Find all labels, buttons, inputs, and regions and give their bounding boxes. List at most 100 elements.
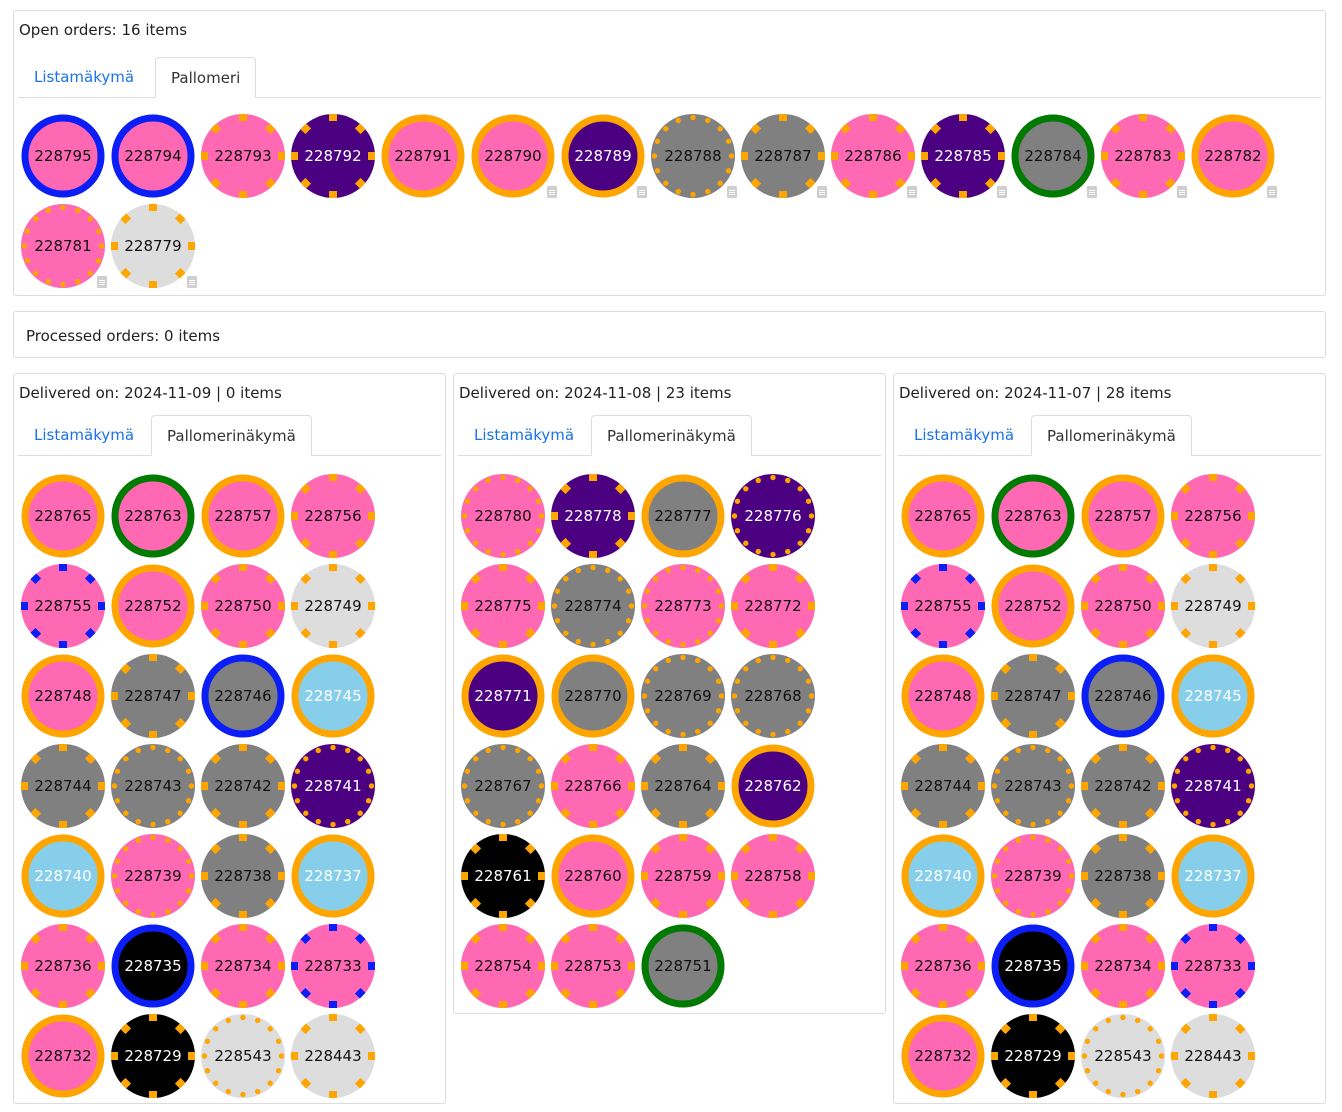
order-chip[interactable]: 228760 <box>551 834 635 918</box>
order-chip[interactable]: 228785 <box>921 114 1007 198</box>
order-chip[interactable]: 228743 <box>991 744 1075 828</box>
order-chip[interactable]: 228757 <box>201 474 285 558</box>
order-chip[interactable]: 228750 <box>201 564 285 648</box>
order-chip[interactable]: 228738 <box>1081 834 1165 918</box>
order-chip[interactable]: 228776 <box>731 474 815 558</box>
order-chip[interactable]: 228741 <box>291 744 375 828</box>
order-chip[interactable]: 228734 <box>1081 924 1165 1008</box>
order-chip[interactable]: 228736 <box>21 924 105 1008</box>
order-chip[interactable]: 228756 <box>291 474 375 558</box>
tab-ball-view[interactable]: Pallomerinäkymä <box>1031 415 1192 456</box>
order-chip[interactable]: 228741 <box>1171 744 1255 828</box>
order-chip[interactable]: 228782 <box>1191 114 1277 198</box>
order-chip[interactable]: 228743 <box>111 744 195 828</box>
order-chip[interactable]: 228754 <box>461 924 545 1008</box>
order-chip[interactable]: 228775 <box>461 564 545 648</box>
order-chip[interactable]: 228748 <box>901 654 985 738</box>
order-chip[interactable]: 228765 <box>901 474 985 558</box>
order-chip[interactable]: 228751 <box>641 924 725 1008</box>
order-chip[interactable]: 228735 <box>991 924 1075 1008</box>
order-chip[interactable]: 228756 <box>1171 474 1255 558</box>
tab-ball-view[interactable]: Pallomerinäkymä <box>151 415 312 456</box>
order-chip[interactable]: 228790 <box>471 114 557 198</box>
note-document-icon[interactable] <box>1087 186 1097 198</box>
note-document-icon[interactable] <box>1177 186 1187 198</box>
order-chip[interactable]: 228742 <box>1081 744 1165 828</box>
order-chip[interactable]: 228787 <box>741 114 827 198</box>
order-chip[interactable]: 228764 <box>641 744 725 828</box>
note-document-icon[interactable] <box>1267 186 1277 198</box>
order-chip[interactable]: 228761 <box>461 834 545 918</box>
order-chip[interactable]: 228744 <box>21 744 105 828</box>
order-chip[interactable]: 228768 <box>731 654 815 738</box>
order-chip[interactable]: 228742 <box>201 744 285 828</box>
order-chip[interactable]: 228789 <box>561 114 647 198</box>
order-chip[interactable]: 228773 <box>641 564 725 648</box>
order-chip[interactable]: 228752 <box>111 564 195 648</box>
order-chip[interactable]: 228733 <box>291 924 375 1008</box>
note-document-icon[interactable] <box>637 186 647 198</box>
order-chip[interactable]: 228443 <box>1171 1014 1255 1098</box>
order-chip[interactable]: 228779 <box>111 204 197 288</box>
order-chip[interactable]: 228755 <box>21 564 105 648</box>
order-chip[interactable]: 228763 <box>111 474 195 558</box>
order-chip[interactable]: 228762 <box>731 744 815 828</box>
order-chip[interactable]: 228443 <box>291 1014 375 1098</box>
order-chip[interactable]: 228729 <box>991 1014 1075 1098</box>
order-chip[interactable]: 228765 <box>21 474 105 558</box>
order-chip[interactable]: 228745 <box>291 654 375 738</box>
order-chip[interactable]: 228784 <box>1011 114 1097 198</box>
order-chip[interactable]: 228738 <box>201 834 285 918</box>
tab-ball-view[interactable]: Pallomeri <box>155 57 257 98</box>
order-chip[interactable]: 228739 <box>991 834 1075 918</box>
order-chip[interactable]: 228543 <box>201 1014 285 1098</box>
order-chip[interactable]: 228781 <box>21 204 107 288</box>
order-chip[interactable]: 228758 <box>731 834 815 918</box>
order-chip[interactable]: 228783 <box>1101 114 1187 198</box>
order-chip[interactable]: 228759 <box>641 834 725 918</box>
order-chip[interactable]: 228771 <box>461 654 545 738</box>
order-chip[interactable]: 228749 <box>291 564 375 648</box>
order-chip[interactable]: 228772 <box>731 564 815 648</box>
note-document-icon[interactable] <box>187 276 197 288</box>
order-chip[interactable]: 228732 <box>21 1014 105 1098</box>
note-document-icon[interactable] <box>997 186 1007 198</box>
tab-list-view[interactable]: Listamäkymä <box>34 426 135 444</box>
order-chip[interactable]: 228746 <box>1081 654 1165 738</box>
order-chip[interactable]: 228746 <box>201 654 285 738</box>
order-chip[interactable]: 228763 <box>991 474 1075 558</box>
tab-list-view[interactable]: Listamäkymä <box>34 68 135 86</box>
order-chip[interactable]: 228745 <box>1171 654 1255 738</box>
order-chip[interactable]: 228769 <box>641 654 725 738</box>
order-chip[interactable]: 228747 <box>991 654 1075 738</box>
order-chip[interactable]: 228793 <box>201 114 285 198</box>
order-chip[interactable]: 228753 <box>551 924 635 1008</box>
order-chip[interactable]: 228733 <box>1171 924 1255 1008</box>
order-chip[interactable]: 228737 <box>291 834 375 918</box>
order-chip[interactable]: 228755 <box>901 564 985 648</box>
order-chip[interactable]: 228739 <box>111 834 195 918</box>
order-chip[interactable]: 228732 <box>901 1014 985 1098</box>
order-chip[interactable]: 228786 <box>831 114 917 198</box>
order-chip[interactable]: 228780 <box>461 474 545 558</box>
order-chip[interactable]: 228740 <box>21 834 105 918</box>
note-document-icon[interactable] <box>817 186 827 198</box>
order-chip[interactable]: 228749 <box>1171 564 1255 648</box>
order-chip[interactable]: 228747 <box>111 654 195 738</box>
note-document-icon[interactable] <box>727 186 737 198</box>
order-chip[interactable]: 228774 <box>551 564 635 648</box>
order-chip[interactable]: 228794 <box>111 114 195 198</box>
note-document-icon[interactable] <box>907 186 917 198</box>
order-chip[interactable]: 228792 <box>291 114 375 198</box>
order-chip[interactable]: 228729 <box>111 1014 195 1098</box>
order-chip[interactable]: 228740 <box>901 834 985 918</box>
order-chip[interactable]: 228735 <box>111 924 195 1008</box>
order-chip[interactable]: 228748 <box>21 654 105 738</box>
tab-list-view[interactable]: Listamäkymä <box>914 426 1015 444</box>
order-chip[interactable]: 228778 <box>551 474 635 558</box>
order-chip[interactable]: 228777 <box>641 474 725 558</box>
order-chip[interactable]: 228767 <box>461 744 545 828</box>
order-chip[interactable]: 228744 <box>901 744 985 828</box>
note-document-icon[interactable] <box>97 276 107 288</box>
order-chip[interactable]: 228736 <box>901 924 985 1008</box>
